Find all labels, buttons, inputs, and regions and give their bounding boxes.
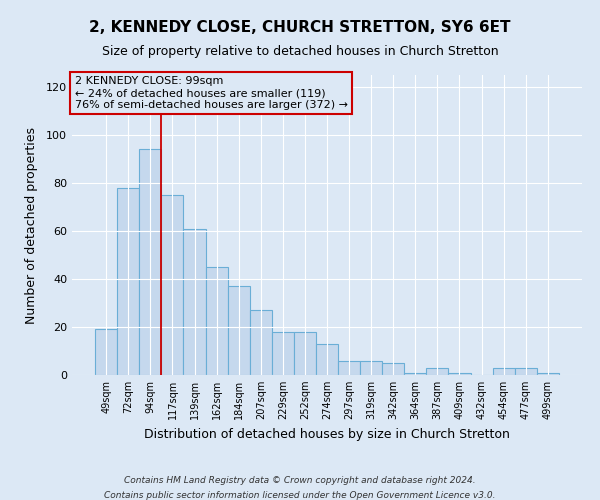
Bar bbox=[493, 368, 515, 375]
Bar bbox=[117, 188, 139, 375]
X-axis label: Distribution of detached houses by size in Church Stretton: Distribution of detached houses by size … bbox=[144, 428, 510, 440]
Bar bbox=[360, 360, 382, 375]
Bar bbox=[272, 332, 294, 375]
Bar bbox=[515, 368, 537, 375]
Bar bbox=[227, 286, 250, 375]
Bar bbox=[382, 363, 404, 375]
Bar bbox=[139, 150, 161, 375]
Bar bbox=[184, 228, 206, 375]
Text: 2, KENNEDY CLOSE, CHURCH STRETTON, SY6 6ET: 2, KENNEDY CLOSE, CHURCH STRETTON, SY6 6… bbox=[89, 20, 511, 35]
Text: Contains public sector information licensed under the Open Government Licence v3: Contains public sector information licen… bbox=[104, 491, 496, 500]
Bar bbox=[404, 372, 427, 375]
Bar bbox=[95, 330, 117, 375]
Bar bbox=[316, 344, 338, 375]
Bar bbox=[206, 267, 227, 375]
Text: Contains HM Land Registry data © Crown copyright and database right 2024.: Contains HM Land Registry data © Crown c… bbox=[124, 476, 476, 485]
Text: 2 KENNEDY CLOSE: 99sqm
← 24% of detached houses are smaller (119)
76% of semi-de: 2 KENNEDY CLOSE: 99sqm ← 24% of detached… bbox=[74, 76, 347, 110]
Bar bbox=[250, 310, 272, 375]
Bar bbox=[338, 360, 360, 375]
Bar bbox=[537, 372, 559, 375]
Bar bbox=[161, 195, 184, 375]
Bar bbox=[294, 332, 316, 375]
Bar bbox=[427, 368, 448, 375]
Text: Size of property relative to detached houses in Church Stretton: Size of property relative to detached ho… bbox=[101, 45, 499, 58]
Bar bbox=[448, 372, 470, 375]
Y-axis label: Number of detached properties: Number of detached properties bbox=[25, 126, 38, 324]
